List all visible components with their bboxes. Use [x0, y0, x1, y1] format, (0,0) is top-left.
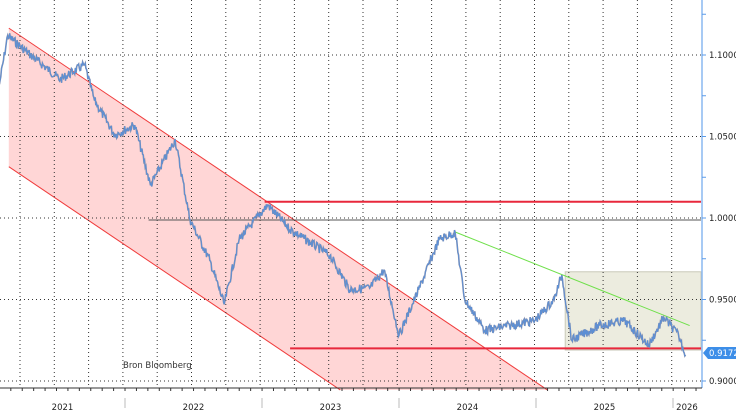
price-series: [0, 32, 687, 358]
x-tick-label: 2023: [320, 403, 342, 411]
channel-lower-line: [8, 166, 341, 391]
y-tick-label: 0.9500: [709, 296, 736, 306]
annotation-layer: [8, 27, 702, 391]
source-note: Bron Bloomberg: [123, 361, 192, 371]
x-tick-label: 2026: [676, 403, 698, 411]
x-tick-label: 2021: [52, 403, 74, 411]
trendline: [454, 231, 690, 327]
x-tick-label: 2025: [594, 403, 616, 411]
y-tick-label: 1.1000: [709, 51, 736, 61]
price-line: [0, 33, 686, 358]
x-tick-label: 2024: [457, 403, 479, 411]
channel-upper-line: [8, 27, 548, 391]
y-tick-label: 0.9000: [709, 377, 736, 387]
grid: [0, 0, 701, 388]
line-annotations: [148, 200, 701, 350]
last-price-label: 0.9172: [709, 349, 736, 359]
x-tick-label: 2022: [183, 403, 205, 411]
last-price-badge: [703, 346, 736, 359]
y-tick-label: 1.0500: [709, 133, 736, 143]
y-tick-label: 1.0000: [709, 214, 736, 224]
